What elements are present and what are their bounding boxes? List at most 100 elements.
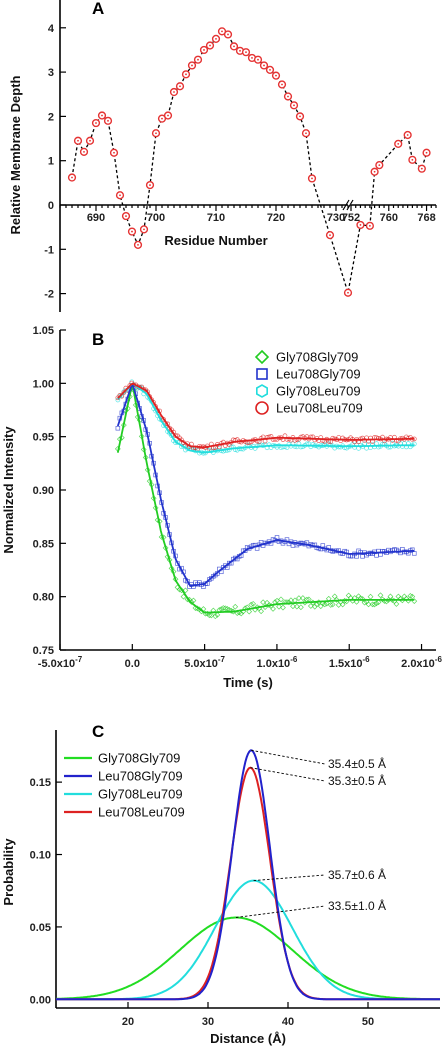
panel-b-data-point [152,504,159,511]
panel-a-data-point-dot [77,139,79,142]
panel-b-data-point [360,554,365,559]
panel-a-data-point-dot [221,30,223,33]
panel-b-data-point [282,599,288,606]
panel-b: B 0.75 0.80 0.85 0.90 0.95 1.00 1.05 -5.0x10-7… [1,325,442,690]
panel-b-y-tick-label: 0.85 [33,538,54,550]
panel-a-data-point-dot [233,45,235,48]
panel-b-data-point [323,600,330,607]
panel-c-x-tick-label: 30 [202,1016,214,1028]
panel-b-data-point [286,599,292,606]
panel-c-y-tick-label: 0.15 [30,777,51,789]
panel-a-y-tick-label: 0 [48,200,54,212]
panel-b-data-point [234,610,241,617]
panel-b-legend-label: Gly708Gly709 [276,350,358,365]
panel-b-data-point [220,605,227,611]
panel-a-x-tick-label: 760 [380,212,398,224]
panel-b-legend-marker [255,401,269,415]
panel-b-x-label: Time (s) [223,675,273,690]
panel-a-data-point-dot [329,234,331,237]
panel-b-data-point [327,602,334,608]
panel-b-x-tick-label: 5.0x10-7 [184,655,225,670]
panel-b-legend-marker [256,368,268,380]
panel-a-data-point-dot [125,215,127,217]
panel-b-fit-curve [117,382,415,454]
panel-b-y-tick-label: 1.05 [33,325,54,337]
panel-a-data-point-dot [311,177,313,180]
panel-c-y-tick-label: 0.00 [30,994,51,1006]
panel-b-data-point [365,601,372,608]
panel-b-legend-label: Leu708Leu709 [276,401,363,416]
panel-a-series-line [71,30,428,293]
panel-b-data-point [222,605,229,612]
panel-b-data-point [359,596,366,602]
panel-a-data-point-dot [167,114,169,117]
panel-b-data-point [321,601,328,608]
panel-c-annotation-leader [250,767,326,782]
panel-b-data-point [144,466,151,473]
panel-b-data-point [361,599,368,606]
panel-b-data-point [274,597,280,604]
panel-b-data-point [212,613,219,620]
panel-b-data-point [299,595,306,601]
panel-a-data-point-dot [347,291,349,294]
panel-b-data-point [232,603,239,610]
panel-b-legend-marker [254,349,270,365]
panel-b-data-point [280,604,286,611]
panel-b-data-point [146,478,153,484]
panel-b-y-tick-label: 1.00 [33,378,54,390]
panel-a-data-point-dot [71,176,73,179]
panel-b-data-point [307,603,314,609]
panel-a-data-point-dot [203,49,205,51]
panel-b-data-point [182,587,189,594]
panel-b-data-point [270,605,276,612]
panel-c-legend-label: Leu708Leu709 [98,805,185,820]
panel-a-x-tick-label: 768 [417,212,435,224]
panel-a-data-point-dot [179,85,181,88]
panel-b-y-tick-label: 0.95 [33,432,54,444]
panel-a-data-point-dot [263,64,265,67]
panel-b-data-point [373,600,380,607]
panel-c-annotation-leader [235,905,326,918]
panel-b-data-point [387,593,394,600]
panel-b-data-point [124,405,131,412]
panel-c-letter: C [92,722,104,741]
panel-b-data-point [294,603,300,610]
panel-c-legend-label: Leu708Gly709 [98,769,183,784]
panel-a-x-label: Residue Number [164,233,267,248]
panel-b-y-tick-label: 0.90 [33,485,54,497]
panel-c-curve [56,766,440,1001]
panel-a-axis-break [342,199,354,211]
panel-b-data-point [329,601,336,608]
panel-b-data-point [371,601,378,608]
panel-b-data-point [339,601,346,608]
panel-a-data-point-dot [149,184,151,186]
panel-c-legend-label: Gly708Leu709 [98,787,183,802]
panel-c-x-tick-label: 50 [362,1016,374,1028]
panel-c-x-label: Distance (Å) [210,1031,286,1046]
panel-a-data-point-dot [425,151,428,154]
panel-b-data-point [115,425,121,431]
panel-a-y-tick-label: -2 [44,289,54,301]
panel-a-data-point-dot [83,150,85,153]
panel-b-data-point [353,599,360,605]
panel-a-data-point-dot [373,170,376,173]
panel-a-data-point-dot [378,164,381,167]
panel-b-data-point [298,604,304,611]
panel-c-y-tick-label: 0.10 [30,850,51,862]
panel-a-y-tick-label: 3 [48,67,54,79]
panel-b-x-tick-label: -5.0x10-7 [38,655,83,670]
panel-a-y-tick-label: 2 [48,111,54,123]
panel-a-y-tick-label: -1 [44,244,54,256]
panel-b-data-point [162,545,169,551]
panel-c-x-tick-label: 40 [282,1016,294,1028]
panel-c-legend-label: Gly708Gly709 [98,751,180,766]
panel-a-data-point-dot [215,37,217,40]
panel-c-curve [56,916,440,1001]
panel-b-y-label: Normalized Intensity [1,426,16,554]
panel-b-legend-label: Gly708Leu709 [276,384,361,399]
panel-a-data-point-dot [101,114,103,117]
panel-a-y-label: Relative Membrane Depth [8,75,23,234]
panel-a-data-point-dot [137,243,139,246]
panel-a-x-tick-label: 730 [327,212,345,224]
panel-a-data-point-dot [245,51,247,54]
